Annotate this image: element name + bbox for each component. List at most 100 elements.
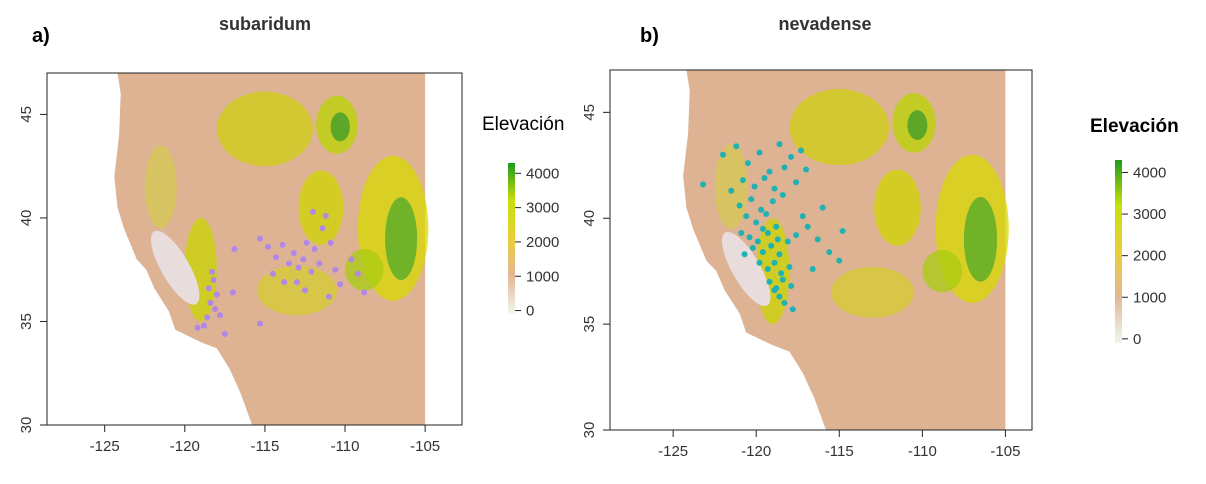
y-tick-label: 30 <box>18 417 35 434</box>
occurrence-point <box>771 186 777 192</box>
x-tick-label: -110 <box>331 438 360 455</box>
relief <box>907 110 927 140</box>
occurrence-point <box>750 245 756 251</box>
occurrence-point <box>328 240 334 246</box>
x-tick-label: -125 <box>90 438 120 455</box>
occurrence-point <box>773 224 779 230</box>
occurrence-point <box>752 183 758 189</box>
occurrence-point <box>753 219 759 225</box>
occurrence-point <box>766 169 772 175</box>
occurrence-point <box>781 164 787 170</box>
occurrence-point <box>778 270 784 276</box>
relief <box>299 170 344 245</box>
occurrence-point <box>348 256 354 262</box>
occurrence-point <box>771 287 777 293</box>
colorbar-tick-label: 2000 <box>526 234 559 251</box>
occurrence-point <box>781 300 787 306</box>
occurrence-point <box>361 289 367 295</box>
occurrence-point <box>770 198 776 204</box>
occurrence-point <box>201 323 207 329</box>
occurrence-point <box>316 260 322 266</box>
occurrence-point <box>217 312 223 318</box>
occurrence-point <box>195 325 201 331</box>
relief <box>217 92 313 167</box>
relief <box>874 170 921 246</box>
y-tick-label: 35 <box>581 316 598 333</box>
occurrence-point <box>758 207 764 213</box>
occurrence-point <box>766 279 772 285</box>
colorbar-tick-label: 4000 <box>526 165 559 182</box>
occurrence-point <box>231 246 237 252</box>
occurrence-point <box>273 254 279 260</box>
relief <box>145 145 177 228</box>
occurrence-point <box>786 264 792 270</box>
occurrence-point <box>745 160 751 166</box>
colorbar <box>508 163 515 314</box>
occurrence-point <box>296 265 302 271</box>
colorbar-tick-label: 2000 <box>1133 248 1166 265</box>
occurrence-point <box>820 205 826 211</box>
occurrence-point <box>748 196 754 202</box>
occurrence-point <box>803 167 809 173</box>
occurrence-point <box>270 271 276 277</box>
x-tick-label: -110 <box>908 443 937 460</box>
occurrence-point <box>790 306 796 312</box>
occurrence-point <box>280 242 286 248</box>
y-tick-label: 40 <box>581 210 598 227</box>
x-tick-label: -120 <box>741 443 771 460</box>
occurrence-point <box>728 188 734 194</box>
relief <box>789 89 889 165</box>
occurrence-point <box>760 249 766 255</box>
colorbar-tick-label: 4000 <box>1133 164 1166 181</box>
figure: a)subaridum-125-120-115-110-10530354045E… <box>0 0 1206 479</box>
colorbar-tick-label: 1000 <box>1133 289 1166 306</box>
occurrence-point <box>800 213 806 219</box>
occurrence-point <box>308 269 314 275</box>
occurrence-point <box>310 209 316 215</box>
occurrence-point <box>762 175 768 181</box>
x-tick-label: -115 <box>825 443 854 460</box>
occurrence-point <box>281 279 287 285</box>
occurrence-point <box>815 236 821 242</box>
occurrence-point <box>805 224 811 230</box>
occurrence-point <box>320 225 326 231</box>
occurrence-point <box>265 244 271 250</box>
relief <box>257 266 337 316</box>
occurrence-point <box>776 141 782 147</box>
occurrence-point <box>212 306 218 312</box>
occurrence-point <box>291 250 297 256</box>
occurrence-point <box>840 228 846 234</box>
occurrence-point <box>326 294 332 300</box>
occurrence-point <box>257 321 263 327</box>
y-tick-label: 45 <box>18 106 35 123</box>
occurrence-point <box>355 271 361 277</box>
occurrence-point <box>207 300 213 306</box>
occurrence-point <box>765 266 771 272</box>
colorbar-title: Elevación <box>482 114 564 135</box>
panel: b)nevadense-125-120-115-110-10530354045E… <box>581 14 1179 460</box>
occurrence-point <box>230 289 236 295</box>
relief <box>345 249 383 290</box>
occurrence-point <box>337 281 343 287</box>
occurrence-point <box>700 181 706 187</box>
occurrence-point <box>740 177 746 183</box>
occurrence-point <box>780 192 786 198</box>
occurrence-point <box>742 251 748 257</box>
colorbar-tick-label: 3000 <box>526 200 559 217</box>
occurrence-point <box>211 277 217 283</box>
panel-label: b) <box>640 25 659 47</box>
occurrence-point <box>304 240 310 246</box>
occurrence-point <box>294 279 300 285</box>
occurrence-point <box>757 260 763 266</box>
occurrence-point <box>286 260 292 266</box>
occurrence-point <box>209 269 215 275</box>
occurrence-point <box>214 292 220 298</box>
y-tick-label: 45 <box>581 104 598 121</box>
x-tick-label: -105 <box>410 438 440 455</box>
colorbar-tick-label: 1000 <box>526 268 559 285</box>
occurrence-point <box>776 251 782 257</box>
occurrence-point <box>765 230 771 236</box>
occurrence-point <box>775 236 781 242</box>
occurrence-point <box>738 230 744 236</box>
y-tick-label: 40 <box>18 210 35 227</box>
